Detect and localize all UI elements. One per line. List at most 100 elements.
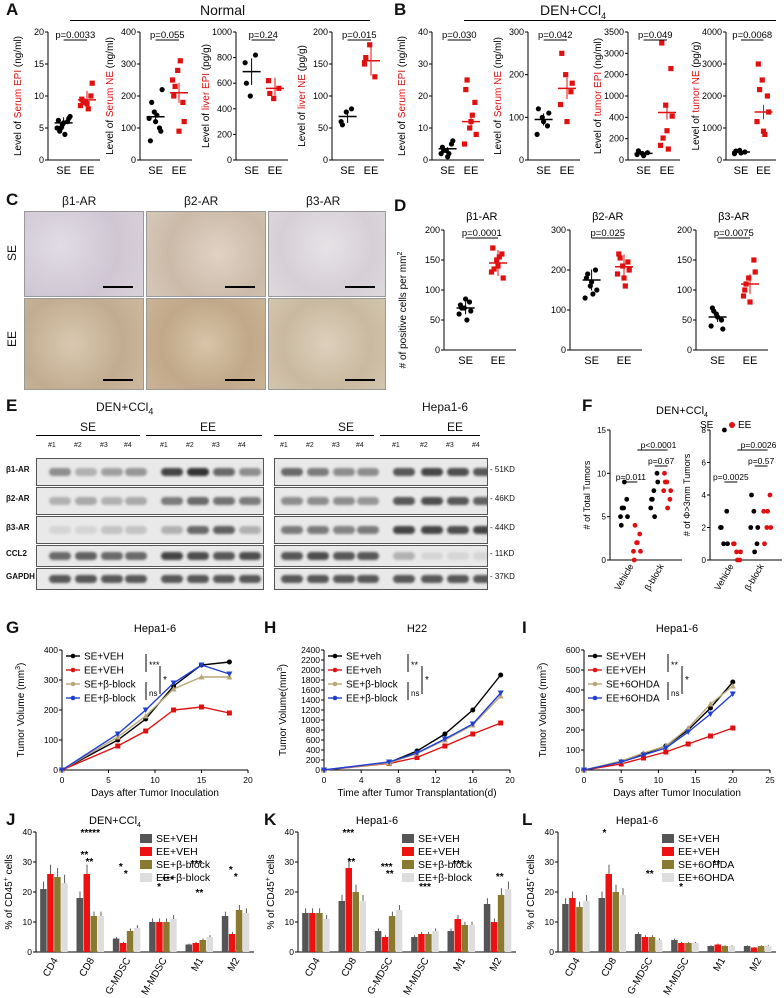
blot-group-rule: [380, 435, 480, 436]
y-tick-label: 20: [34, 27, 44, 37]
y-axis-label: Level of Serum NE (ng/ml): [493, 37, 504, 155]
data-point-ee: [731, 541, 737, 547]
panel-label-a: A: [6, 0, 19, 19]
data-point-se: [624, 496, 630, 502]
data-point-se: [67, 113, 73, 120]
y-tick-label: 50: [318, 123, 328, 133]
data-point-ee: [500, 275, 506, 281]
data-point-se: [582, 295, 588, 301]
x-tick-label: 10: [654, 775, 664, 785]
p-value: p=0.015: [342, 30, 377, 41]
bar: [714, 944, 721, 952]
x-tick-label: M2: [488, 956, 505, 974]
data-point-ee: [662, 479, 668, 485]
blot-band: [101, 575, 123, 583]
lane-label: #4: [124, 442, 132, 449]
series-point: [414, 750, 420, 756]
series-point: [685, 725, 692, 731]
data-point-se: [243, 80, 249, 86]
blot-band: [239, 552, 261, 560]
blot-band: [473, 575, 487, 583]
bar: [374, 931, 382, 952]
y-tick-label: 500: [566, 665, 580, 675]
data-point-ee: [461, 141, 468, 147]
series-point: [498, 672, 504, 678]
significance-stars: ***: [453, 859, 465, 870]
legend-label: EE+veh: [346, 666, 381, 677]
bar: [447, 931, 454, 952]
x-tick-label: SE: [636, 165, 651, 177]
x-tick-label: 0: [582, 775, 587, 785]
y-tick-label: 0: [39, 155, 44, 165]
data-point-se: [625, 514, 630, 520]
panel-label-l: L: [522, 810, 533, 829]
blot-band: [161, 526, 183, 534]
x-tick-label: SE: [244, 165, 259, 177]
bar: [764, 946, 772, 952]
y-axis-label: Level of Serum EPI (ng/ml): [13, 36, 24, 156]
bar: [483, 904, 491, 952]
y-tick-label: 1200: [301, 705, 320, 715]
x-tick-label: 16: [468, 775, 478, 785]
series-point: [618, 759, 625, 765]
y-axis-label: Tumor Volume (mm3): [15, 663, 27, 758]
y-tick-label: 800: [306, 725, 320, 735]
legend-label: SE+VEH: [418, 833, 460, 845]
legend-swatch: [140, 847, 152, 856]
x-tick-label: EE: [172, 165, 187, 177]
x-tick-label: 0: [322, 775, 327, 785]
sig-label: *: [163, 675, 167, 686]
legend-label: EE+β-block: [156, 872, 211, 884]
data-point-ee: [738, 549, 743, 555]
y-tick-label: 0: [602, 556, 607, 565]
data-point-ee: [469, 112, 475, 118]
bar: [83, 874, 90, 952]
data-point-se: [446, 151, 452, 157]
data-point-ee: [464, 77, 470, 83]
panel-a-title-rule: [70, 20, 370, 21]
blot-band: [187, 575, 209, 583]
blot-strip: [36, 458, 264, 486]
y-tick-label: 100: [313, 91, 328, 101]
data-point-se: [618, 522, 624, 528]
series-point: [226, 710, 232, 716]
y-tick-label: 100: [551, 305, 566, 315]
blot-strip: [36, 568, 264, 590]
scale-bar: [103, 379, 133, 381]
blot-band: [421, 497, 443, 505]
bar: [619, 895, 626, 952]
scale-bar: [345, 286, 375, 288]
bar: [185, 944, 192, 952]
dot-plot: 0 10 20 30 40 SE EE p=0.030 Level of Serum EPI (…: [397, 27, 484, 177]
data-point-ee: [761, 508, 767, 514]
x-tick-label: 5: [106, 775, 111, 785]
blot-group-rule: [146, 435, 262, 436]
blot-band: [125, 468, 147, 476]
bar: [411, 937, 418, 952]
blot-size-label: - 37KD: [490, 572, 515, 581]
y-tick-label: 150: [677, 255, 692, 265]
y-tick-label: 5: [602, 513, 607, 522]
dot-plot: 0 100 200 300 400 SE EE p=0.055 Level of Serum N…: [105, 27, 192, 177]
blot-band: [447, 552, 469, 560]
bar: [612, 892, 619, 952]
data-point-ee: [665, 146, 671, 152]
bar: [692, 943, 699, 952]
bar: [757, 946, 765, 952]
series-point: [321, 767, 327, 773]
bar: [338, 901, 345, 952]
panel-label-j: J: [6, 810, 16, 829]
series-point: [707, 711, 714, 717]
bar: [598, 898, 605, 952]
x-tick-label: 12: [431, 775, 441, 785]
data-point-se: [618, 514, 623, 520]
series-point: [114, 731, 121, 737]
data-point-ee: [762, 541, 767, 547]
blot-band: [75, 552, 97, 560]
y-tick-label: 100: [677, 285, 692, 295]
data-point-ee: [631, 557, 637, 563]
series-point: [470, 731, 476, 737]
y-tick-label: 10: [23, 917, 33, 927]
blot-band: [281, 552, 303, 560]
x-tick-label: M-MDSC: [662, 956, 692, 997]
